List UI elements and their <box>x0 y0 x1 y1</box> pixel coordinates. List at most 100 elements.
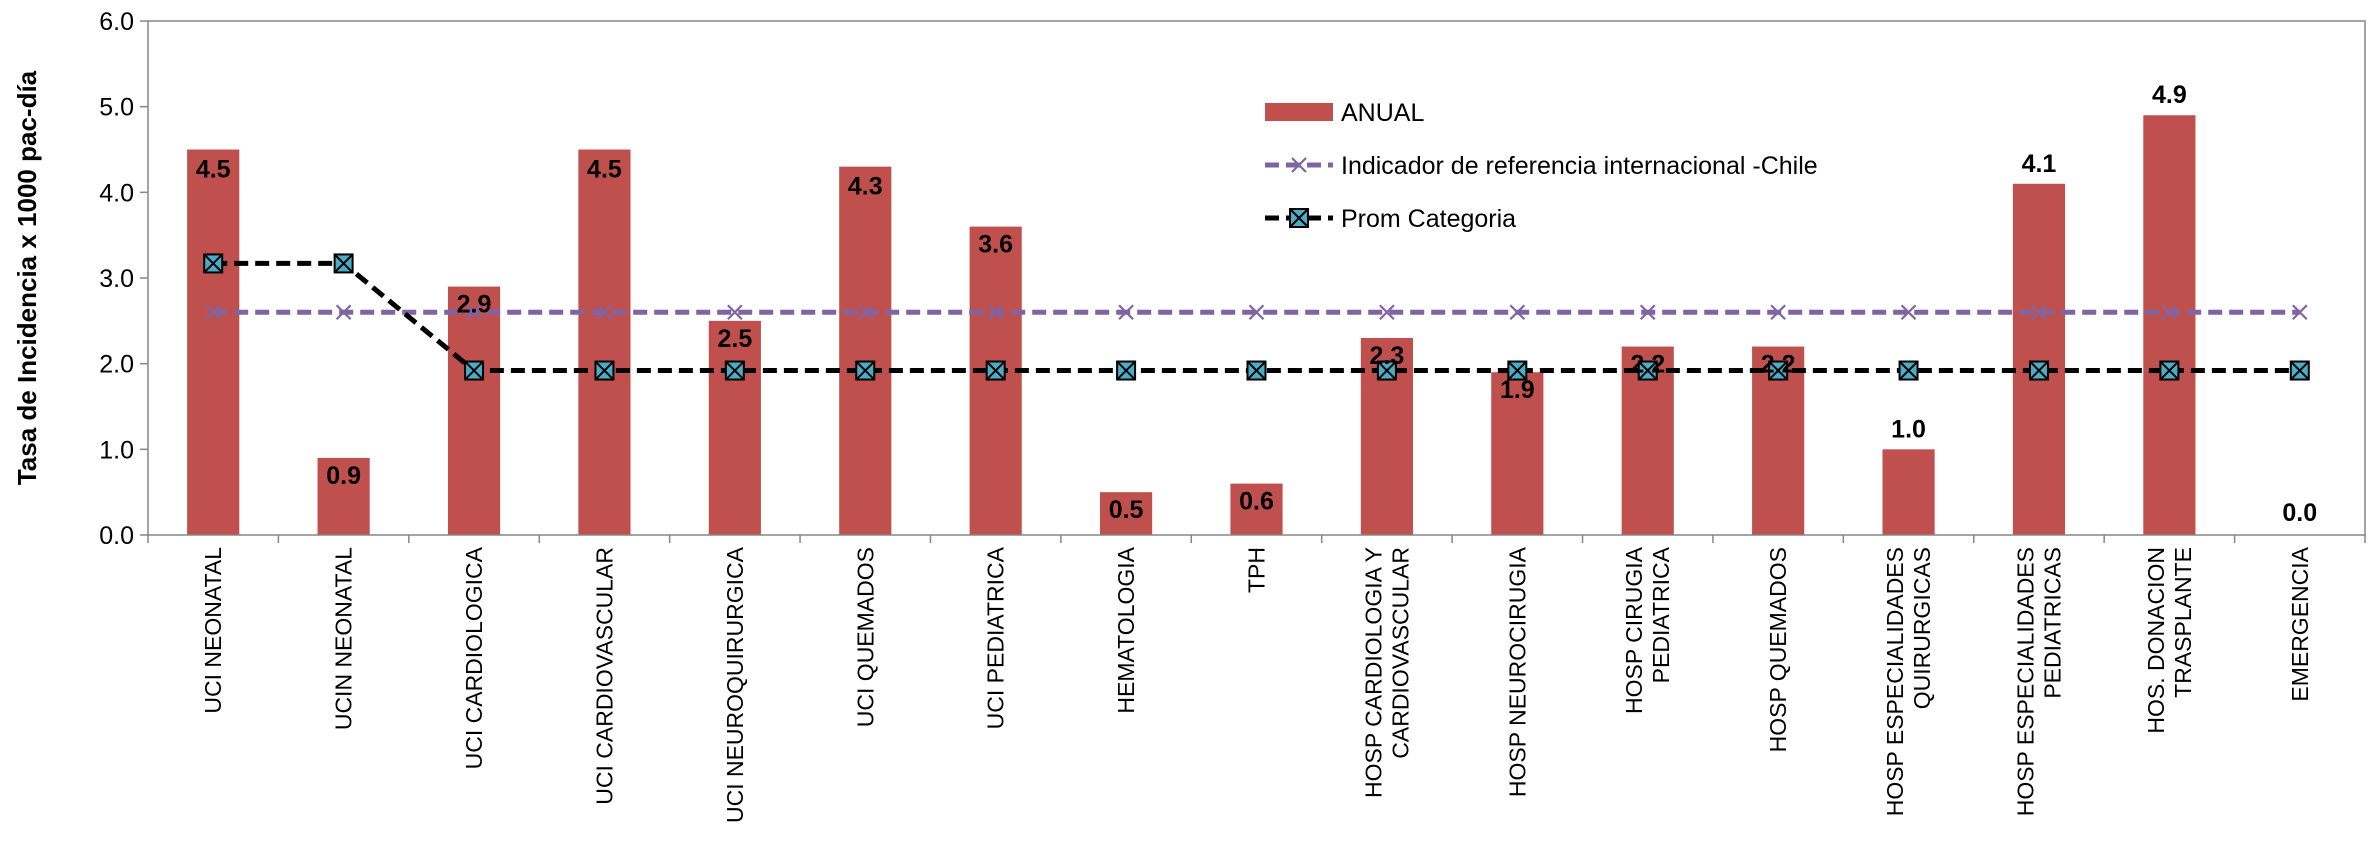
legend-square-cross <box>1290 209 1308 227</box>
bar <box>187 149 240 535</box>
data-labels: 4.5 0.9 2.9 4.5 2.5 4.3 3.6 0.5 0.6 2.3 1.9 2.2 2.2 1… <box>196 81 2317 527</box>
category-label: HOSP CARDIOLOGIA Y CARDIOVASCULAR <box>1360 547 1413 798</box>
bar-value-label: 4.3 <box>848 173 883 201</box>
category-label: UCI QUEMADOS <box>852 547 878 727</box>
category-label-line: UCIN NEONATAL <box>331 547 357 730</box>
x-marker <box>2031 304 2047 321</box>
x-marker <box>1379 304 1395 321</box>
legend: ANUAL Indicador de referencia internacion… <box>1265 99 1818 233</box>
category-labels: UCI NEONATAL UCIN NEONATAL UCI CARDIOLOGIC… <box>200 546 2313 823</box>
bar <box>2143 115 2196 535</box>
category-label: UCI CARDIOVASCULAR <box>591 547 617 805</box>
category-label: HOSP ESPECIALIDADES QUIRURGICAS <box>1882 547 1935 816</box>
bar <box>1882 449 1935 535</box>
category-label: HOSP QUEMADOS <box>1765 547 1791 752</box>
y-tick-label: 0.0 <box>99 522 134 550</box>
bar-value-label: 0.9 <box>326 462 361 490</box>
bar <box>317 457 370 535</box>
category-label-line: UCI PEDIATRICA <box>983 546 1009 729</box>
bar-value-label: 0.0 <box>2282 499 2317 527</box>
bar-value-label: 4.9 <box>2152 81 2187 109</box>
x-marker <box>857 304 874 321</box>
category-label-line: HOSP ESPECIALIDADES <box>2012 547 2038 816</box>
plot-frame <box>147 20 2366 536</box>
category-label: UCI CARDIOLOGICA <box>461 546 487 769</box>
square-marker-cross <box>856 361 874 380</box>
square-marker-cross <box>726 361 744 380</box>
y-axis-ticks: 0.0 1.0 2.0 3.0 4.0 5.0 6.0 <box>99 8 148 550</box>
category-label-line: HOSP NEUROCIRUGIA <box>1504 546 1530 797</box>
legend-label: ANUAL <box>1341 99 1424 127</box>
square-marker-cross <box>465 361 483 380</box>
y-tick-label: 1.0 <box>99 436 134 464</box>
category-label-line: HOSP ESPECIALIDADES <box>1882 547 1908 816</box>
series-line <box>213 260 2300 374</box>
category-label-line: HOS. DONACION <box>2143 547 2169 734</box>
category-label-line: QUIRURGICAS <box>1909 547 1935 709</box>
square-marker-cross <box>1508 361 1527 380</box>
x-marker <box>2161 304 2178 321</box>
square-marker-cross <box>2030 361 2048 380</box>
category-label-line: PEDIATRICAS <box>2039 547 2065 699</box>
legend-x-marker <box>1291 157 1307 173</box>
y-tick-label: 3.0 <box>99 265 134 293</box>
category-label-line: UCI QUEMADOS <box>852 547 878 727</box>
x-marker <box>205 304 221 321</box>
category-label-line: TRASPLANTE <box>2170 547 2196 698</box>
category-label: HOSP CIRUGIA PEDIATRICA <box>1621 546 1674 714</box>
category-label: HEMATOLOGIA <box>1113 546 1139 713</box>
x-marker <box>466 304 482 321</box>
category-label: HOSP NEUROCIRUGIA <box>1504 546 1530 797</box>
legend-label: Indicador de referencia internacional -C… <box>1341 152 1818 180</box>
bar-series <box>187 115 2196 535</box>
bar <box>708 320 761 535</box>
category-label: HOS. DONACION TRASPLANTE <box>2143 547 2196 734</box>
x-marker <box>1509 304 1526 321</box>
category-label-line: UCI CARDIOVASCULAR <box>591 547 617 805</box>
bar <box>1230 483 1283 535</box>
category-label-line: PEDIATRICA <box>1648 546 1674 683</box>
y-tick-label: 4.0 <box>99 179 134 207</box>
bar-value-label: 1.0 <box>1891 415 1926 443</box>
category-label: UCI NEONATAL <box>200 547 226 714</box>
bar <box>447 286 501 535</box>
category-label-line: EMERGENCIA <box>2287 546 2313 701</box>
bar <box>2012 183 2066 535</box>
x-marker <box>1118 304 1134 321</box>
bar-value-label: 2.3 <box>1370 342 1405 370</box>
square-marker-cross <box>2291 361 2309 380</box>
bar-value-label: 1.9 <box>1500 376 1535 404</box>
bar-value-label: 2.2 <box>1630 351 1665 379</box>
category-label-line: UCI NEUROQUIRURGICA <box>722 546 748 823</box>
square-marker-cross <box>1117 361 1135 380</box>
category-label-line: HEMATOLOGIA <box>1113 546 1139 713</box>
category-label: UCI PEDIATRICA <box>983 546 1009 729</box>
bar <box>578 149 631 535</box>
y-axis-label: Tasa de Incidencia x 1000 pac-día <box>12 70 42 485</box>
square-marker-cross <box>1899 361 1918 380</box>
category-label: UCI NEUROQUIRURGICA <box>722 546 748 823</box>
category-label-line: HOSP CIRUGIA <box>1621 546 1647 714</box>
x-marker <box>596 304 613 321</box>
category-label: UCIN NEONATAL <box>331 547 357 730</box>
bar <box>1491 372 1544 535</box>
category-label: EMERGENCIA <box>2287 546 2313 701</box>
legend-swatch-bar <box>1265 103 1333 121</box>
category-label: HOSP ESPECIALIDADES PEDIATRICAS <box>2012 547 2065 816</box>
x-marker <box>335 304 352 321</box>
square-marker-cross <box>2160 361 2179 380</box>
category-label: TPH <box>1244 547 1270 593</box>
bar-value-label: 2.9 <box>457 291 492 319</box>
category-label-line: UCI NEONATAL <box>200 547 226 714</box>
category-label-line: CARDIOVASCULAR <box>1387 547 1413 759</box>
y-tick-label: 2.0 <box>99 351 134 379</box>
bar-value-label: 4.5 <box>196 156 231 184</box>
square-marker-cross <box>986 361 1005 380</box>
square-marker-cross <box>1378 361 1396 380</box>
category-label-line: TPH <box>1244 547 1270 593</box>
x-marker <box>727 304 743 321</box>
category-label-line: HOSP CARDIOLOGIA Y <box>1360 547 1386 798</box>
x-marker <box>1770 304 1786 321</box>
bar-value-label: 2.2 <box>1761 351 1796 379</box>
